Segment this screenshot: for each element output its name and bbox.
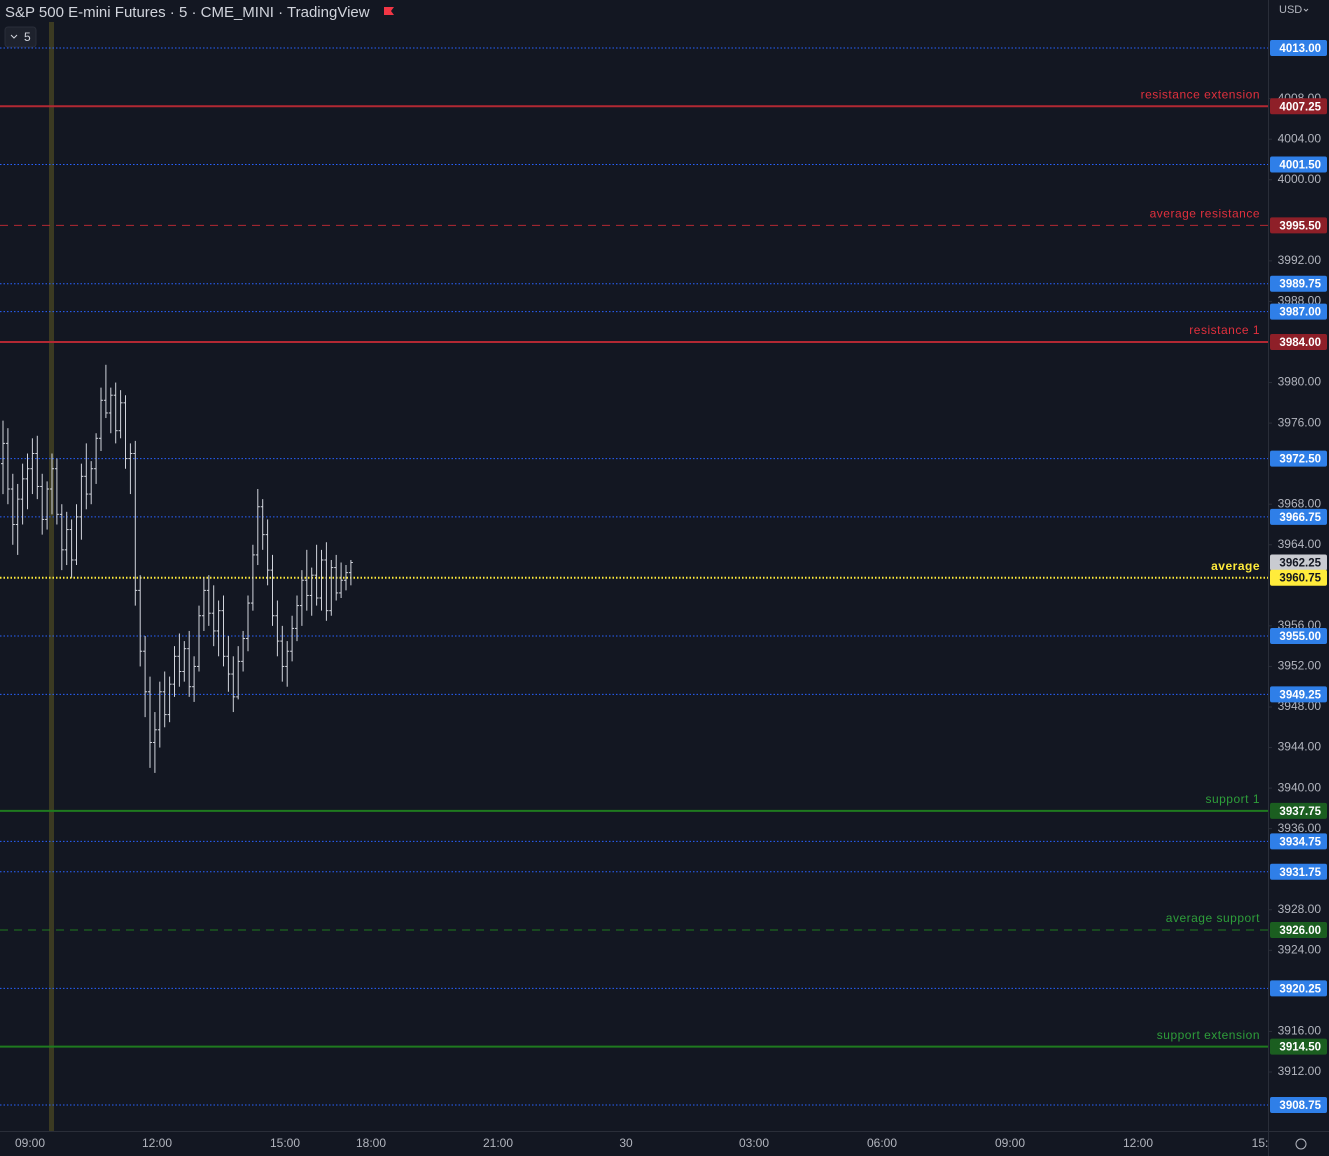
settings-icon[interactable]	[1295, 1138, 1307, 1150]
y-tick-label: 3968.00	[1278, 496, 1322, 510]
chevron	[1303, 8, 1309, 12]
interval-label: 5	[24, 30, 31, 44]
price-tag-label: 3949.25	[1279, 689, 1321, 701]
y-tick-label: 4000.00	[1278, 172, 1322, 186]
x-tick-label: 09:00	[995, 1136, 1025, 1150]
level-label: average support	[1166, 911, 1260, 925]
price-tag-label: 3987.00	[1279, 307, 1321, 319]
price-tag	[1270, 275, 1327, 292]
price-tag	[1270, 217, 1327, 234]
y-tick-label: 3928.00	[1278, 902, 1322, 916]
price-tag	[1270, 922, 1327, 939]
level-label: support extension	[1157, 1028, 1260, 1042]
price-tag-label: 4007.25	[1279, 101, 1321, 113]
price-tag-label: 3984.00	[1279, 337, 1321, 349]
price-tag	[1270, 628, 1327, 645]
price-tag	[1270, 450, 1327, 467]
price-tag-label: 4013.00	[1279, 43, 1321, 55]
y-tick-label: 4004.00	[1278, 131, 1322, 145]
x-tick-label: 12:00	[1123, 1136, 1153, 1150]
interval-button[interactable]	[4, 26, 37, 48]
price-tag	[1270, 98, 1327, 115]
price-tag-label: 3934.75	[1279, 836, 1321, 848]
price-tag-label: 3908.75	[1279, 1100, 1321, 1112]
level-label: average resistance	[1150, 207, 1260, 221]
y-tick-label: 3912.00	[1278, 1064, 1322, 1078]
price-tag	[1270, 1096, 1327, 1113]
level-label: support 1	[1205, 792, 1260, 806]
y-tick-label: 3940.00	[1278, 780, 1322, 794]
price-tag-label: 3966.75	[1279, 512, 1321, 524]
x-tick-label: 06:00	[867, 1136, 897, 1150]
level-label: resistance 1	[1189, 323, 1260, 337]
x-tick-label: 15:	[1252, 1136, 1269, 1150]
x-tick-label: 30	[619, 1136, 633, 1150]
y-tick-label: 3936.00	[1278, 821, 1322, 835]
y-tick-label: 3916.00	[1278, 1024, 1322, 1038]
price-tag	[1270, 508, 1327, 525]
price-tag-label: 3914.50	[1279, 1042, 1321, 1054]
x-tick-label: 03:00	[739, 1136, 769, 1150]
x-tick-label: 18:00	[356, 1136, 386, 1150]
x-tick-label: 15:00	[270, 1136, 300, 1150]
price-tag-label: 3926.00	[1279, 925, 1321, 937]
y-tick-label: 3944.00	[1278, 740, 1322, 754]
price-tag-label: 3931.75	[1279, 867, 1321, 879]
x-tick-label: 09:00	[15, 1136, 45, 1150]
level-label: resistance extension	[1141, 87, 1260, 101]
chevron	[10, 34, 18, 39]
x-tick-label: 21:00	[483, 1136, 513, 1150]
price-tag	[1270, 980, 1327, 997]
y-tick-label: 3948.00	[1278, 699, 1322, 713]
flag-icon[interactable]	[384, 7, 394, 15]
price-tag	[1270, 333, 1327, 350]
y-tick-label: 3992.00	[1278, 253, 1322, 267]
price-tag	[1270, 569, 1327, 586]
price-tag	[1270, 39, 1327, 56]
price-tag-label: 3995.50	[1279, 220, 1321, 232]
y-tick-label: 3980.00	[1278, 375, 1322, 389]
y-tick-label: 3964.00	[1278, 537, 1322, 551]
price-tag-label: 3960.75	[1279, 573, 1321, 585]
x-tick-label: 12:00	[142, 1136, 172, 1150]
price-tag	[1270, 303, 1327, 320]
y-tick-label: 3924.00	[1278, 942, 1322, 956]
chart-title: S&P 500 E-mini Futures · 5 · CME_MINI · …	[5, 4, 370, 21]
plot: 4008.004004.004000.003992.003988.003980.…	[0, 39, 1327, 1150]
currency-label[interactable]: USD	[1279, 4, 1302, 16]
price-tag	[1270, 1038, 1327, 1055]
price-tag-label: 3920.25	[1279, 983, 1321, 995]
price-tag-label: 3989.75	[1279, 279, 1321, 291]
price-tag-label: 4001.50	[1279, 160, 1321, 172]
price-tag-label: 3937.75	[1279, 806, 1321, 818]
price-tag	[1270, 686, 1327, 703]
price-tag	[1270, 863, 1327, 880]
level-label: average	[1211, 559, 1260, 573]
price-tag	[1270, 156, 1327, 173]
session-highlight	[49, 22, 54, 1131]
price-tag-label: 3955.00	[1279, 631, 1321, 643]
y-tick-label: 3952.00	[1278, 659, 1322, 673]
price-tag-label: 3962.25	[1279, 558, 1321, 570]
price-tag-label: 3972.50	[1279, 454, 1321, 466]
y-tick-label: 3976.00	[1278, 415, 1322, 429]
price-tag	[1270, 833, 1327, 850]
price-tag	[1270, 802, 1327, 819]
price-tag	[1270, 554, 1327, 571]
